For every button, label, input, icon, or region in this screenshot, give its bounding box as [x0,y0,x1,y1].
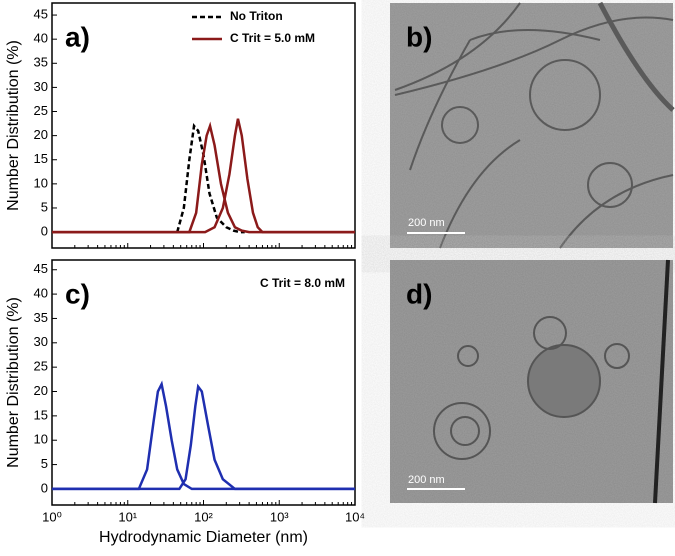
y-axis-label: Number Distribution (%) [5,40,22,211]
y-tick-label: 40 [34,286,48,301]
y-tick-label: 5 [41,456,48,471]
y-tick-label: 20 [34,383,48,398]
y-tick-label: 15 [34,151,48,166]
x-tick-label: 10² [194,509,213,524]
y-tick-label: 5 [41,199,48,214]
y-tick-label: 35 [34,310,48,325]
legend-label: C Trit = 5.0 mM [230,31,315,45]
scale-bar-label: 200 nm [408,474,445,486]
panel-label: c) [65,278,90,309]
y-tick-label: 15 [34,407,48,422]
series-line [52,118,355,234]
panel-label: a) [65,21,90,52]
panel-label: d) [406,278,432,309]
y-tick-label: 45 [34,261,48,276]
x-tick-label: 10⁴ [345,509,365,524]
y-axis-label: Number Distribution (%) [5,297,22,468]
x-axis-label: Hydrodynamic Diameter (nm) [99,529,308,546]
y-tick-label: 30 [34,334,48,349]
y-tick-label: 35 [34,55,48,70]
y-tick-label: 0 [41,480,48,495]
y-tick-label: 45 [34,6,48,21]
y-tick-label: 30 [34,79,48,94]
y-tick-label: 10 [34,175,48,190]
y-tick-label: 10 [34,432,48,447]
x-tick-label: 10³ [270,509,289,524]
micrograph-b [390,1,675,249]
series-line [52,121,355,234]
y-tick-label: 25 [34,103,48,118]
plot-frame [51,259,356,506]
micrograph-d [390,259,673,504]
annotation: C Trit = 8.0 mM [260,276,345,290]
series-line [52,380,355,491]
legend-label: No Triton [230,9,283,23]
series-line [176,123,245,234]
series-line [52,383,355,491]
x-tick-label: 10⁰ [42,509,62,524]
scale-bar-label: 200 nm [408,217,445,229]
y-tick-label: 40 [34,31,48,46]
y-tick-label: 25 [34,359,48,374]
y-tick-label: 20 [34,127,48,142]
x-tick-label: 10¹ [118,509,137,524]
y-tick-label: 0 [41,224,48,239]
panel-label: b) [406,21,432,52]
